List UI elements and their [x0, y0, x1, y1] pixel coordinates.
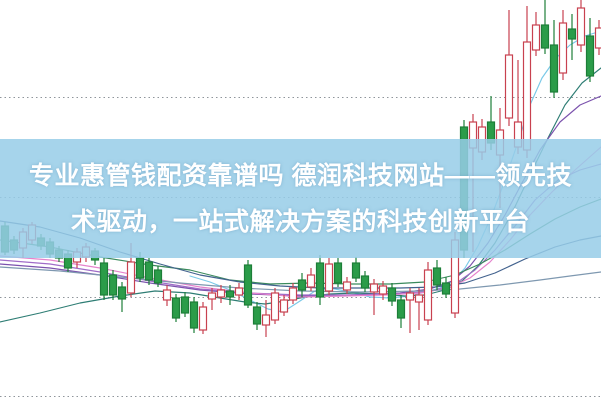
candle-up [261, 314, 271, 326]
candle-up [198, 306, 208, 331]
candle-down [99, 262, 109, 296]
candle-up [270, 292, 280, 321]
candle-down [540, 24, 550, 49]
candle-down [567, 28, 577, 40]
candle-up [504, 54, 514, 119]
candle-up [324, 263, 334, 292]
candle-up [405, 292, 415, 301]
candle-down [180, 296, 190, 314]
candle-up [162, 289, 172, 301]
candle-up [126, 261, 136, 294]
candle-down [225, 290, 235, 298]
candle-down [315, 262, 325, 298]
candle-up [216, 289, 226, 298]
candle-down [441, 282, 451, 295]
candle-down [135, 257, 145, 279]
candle-down [171, 297, 181, 319]
candle-up [306, 274, 316, 288]
candle-down [387, 287, 397, 302]
candle-up [378, 285, 388, 295]
candle-down [189, 301, 199, 329]
candle-down [117, 286, 127, 300]
ma-slate [0, 266, 601, 293]
candle-down [252, 306, 262, 325]
banner-line-2: 术驱动，一站式解决方案的科技创新平台 [70, 207, 530, 236]
candle-down [585, 35, 595, 77]
candle-up [594, 27, 601, 49]
overlay-banner: 专业惠管钱配资靠谱吗 德润科技网站——领先技 术驱动，一站式解决方案的科技创新平… [0, 139, 601, 258]
candle-up [288, 287, 298, 301]
candle-down [360, 275, 370, 289]
candle-up [531, 24, 541, 51]
candle-down [432, 267, 442, 286]
candle-down [243, 264, 253, 306]
candle-up [279, 299, 289, 313]
candle-down [153, 269, 163, 284]
candle-down [108, 274, 118, 296]
candle-down [333, 262, 343, 284]
candle-down [396, 299, 406, 319]
candle-up [558, 22, 568, 74]
candle-up [414, 294, 424, 303]
candle-down [144, 261, 154, 281]
candle-up [234, 287, 244, 296]
candle-up [522, 41, 532, 151]
candle-up [423, 269, 433, 321]
candle-down [297, 279, 307, 291]
candle-up [369, 283, 379, 293]
candle-up [342, 281, 352, 291]
candle-down [351, 262, 361, 279]
banner-line-1: 专业惠管钱配资靠谱吗 德润科技网站——领先技 [29, 161, 572, 190]
candle-down [549, 44, 559, 93]
candle-up [207, 292, 217, 300]
candle-up [576, 7, 586, 46]
